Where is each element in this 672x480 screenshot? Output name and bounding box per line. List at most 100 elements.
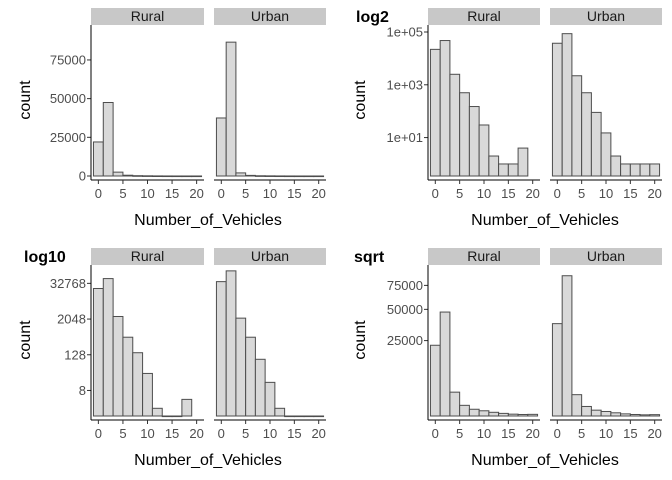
- histogram-bar: [122, 174, 134, 177]
- histogram-bar: [449, 391, 461, 417]
- y-axis-title: count: [352, 80, 369, 120]
- histogram-bar: [161, 415, 173, 418]
- x-tick-label: 5: [578, 426, 585, 441]
- x-tick-label: 5: [119, 426, 126, 441]
- histogram-bar: [293, 175, 305, 178]
- histogram-bar: [171, 175, 183, 178]
- plot-sqrt: sqrt count Number_of_Vehicles 25000 50000 750…: [352, 248, 662, 469]
- histogram-bar: [581, 92, 592, 177]
- histogram-bar: [132, 352, 144, 417]
- x-tick-label: 10: [140, 426, 154, 441]
- histogram-bar: [142, 372, 153, 417]
- histogram-bar: [488, 155, 500, 177]
- histogram-bar: [151, 407, 163, 417]
- histogram-bar: [235, 317, 247, 417]
- x-tick-label: 0: [432, 426, 439, 441]
- histogram-bar: [551, 323, 563, 417]
- histogram-bar: [102, 102, 114, 177]
- y-axis-title: count: [352, 320, 369, 360]
- y-tick-label: 1e+05: [386, 25, 423, 40]
- histogram-bar: [303, 415, 315, 418]
- histogram-bar: [284, 415, 295, 418]
- y-axis-title: count: [17, 80, 34, 120]
- histogram-bar: [254, 358, 266, 417]
- facet-panel-rural: Rural 0 5 10 15 20: [90, 8, 204, 201]
- histogram-bar: [429, 48, 441, 177]
- histogram-bar: [112, 315, 124, 417]
- histogram-bar: [142, 175, 153, 177]
- histogram-bar: [620, 413, 631, 417]
- y-tick-label: 8: [79, 383, 86, 398]
- histogram-bar: [649, 414, 661, 417]
- histogram-bar: [245, 336, 256, 417]
- facet-panel-urban: Urban 0 5 10 15 20: [550, 8, 662, 201]
- facet-strip: [550, 248, 662, 265]
- y-tick-label: 50000: [387, 302, 423, 317]
- x-tick-label: 15: [287, 186, 301, 201]
- plot-log2: log2 count Number_of_Vehicles 1e+01 1e+03 1e+…: [352, 8, 662, 229]
- x-tick-label: 15: [501, 186, 515, 201]
- histogram-bar: [245, 174, 256, 177]
- histogram-bar: [498, 412, 509, 417]
- histogram-bar: [439, 311, 451, 417]
- histogram-bar: [181, 175, 193, 178]
- facet-strip-label: Urban: [587, 248, 625, 264]
- histogram-bar: [517, 413, 529, 417]
- x-tick-label: 5: [242, 186, 249, 201]
- facet-strip: [214, 8, 326, 25]
- y-tick-label: 25000: [387, 333, 423, 348]
- x-tick-label: 10: [477, 426, 491, 441]
- x-tick-label: 0: [95, 186, 102, 201]
- histogram-bar: [590, 111, 602, 177]
- histogram-bar: [264, 175, 276, 177]
- histogram-bar: [112, 171, 124, 177]
- histogram-bar: [468, 106, 480, 177]
- histogram-bar: [303, 175, 315, 178]
- x-tick-label: 20: [525, 426, 539, 441]
- x-tick-label: 5: [456, 426, 463, 441]
- x-tick-label: 20: [311, 186, 325, 201]
- histogram-bar: [181, 398, 193, 417]
- x-axis-title: Number_of_Vehicles: [471, 212, 619, 229]
- histogram-bar: [161, 175, 173, 178]
- histogram-bar: [629, 163, 641, 177]
- x-tick-label: 20: [525, 186, 539, 201]
- x-tick-label: 0: [432, 186, 439, 201]
- histogram-bar: [488, 411, 500, 417]
- histogram-bar: [478, 410, 490, 417]
- facet-strip-label: Rural: [131, 248, 164, 264]
- y-tick-label: 2048: [57, 312, 86, 327]
- x-tick-label: 5: [456, 186, 463, 201]
- facet-strip-label: Urban: [587, 8, 625, 24]
- histogram-bar: [264, 381, 276, 417]
- x-tick-label: 10: [599, 426, 613, 441]
- histogram-bar: [639, 163, 651, 177]
- histogram-bar: [132, 175, 144, 177]
- facet-strip-label: Rural: [467, 8, 500, 24]
- x-tick-label: 15: [165, 426, 179, 441]
- histogram-bar: [102, 278, 114, 417]
- histogram-bar: [293, 415, 305, 418]
- facet-panel-rural: Rural 0 5 10 15 20: [427, 8, 540, 201]
- histogram-bar: [313, 175, 325, 178]
- x-tick-label: 15: [501, 426, 515, 441]
- y-tick-label: 50000: [50, 91, 86, 106]
- y-tick-label: 75000: [50, 52, 86, 67]
- facet-panel-urban: Urban 0 5 10 15 20: [214, 8, 326, 201]
- facet-strip: [428, 8, 540, 25]
- histogram-bar: [581, 405, 592, 417]
- histogram-bar: [459, 404, 470, 417]
- plot-tag: log10: [24, 249, 66, 266]
- x-tick-label: 20: [189, 426, 203, 441]
- x-tick-label: 10: [263, 186, 277, 201]
- x-tick-label: 15: [623, 426, 637, 441]
- x-tick-label: 0: [554, 426, 561, 441]
- histogram-bar: [639, 414, 651, 417]
- facet-strip: [550, 8, 662, 25]
- x-tick-label: 10: [477, 186, 491, 201]
- histogram-bar: [429, 344, 441, 417]
- plot-tag: log2: [356, 9, 389, 26]
- x-axis-title: Number_of_Vehicles: [134, 212, 282, 229]
- facet-panel-rural: Rural 0 5 10 15 20: [427, 248, 540, 441]
- plot-linear: count Number_of_Vehicles 0 25000 50000 75000 R…: [17, 8, 326, 229]
